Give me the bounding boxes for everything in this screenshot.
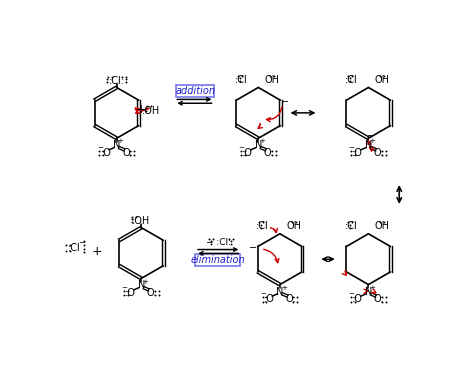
Text: :O: :O <box>100 148 111 158</box>
FancyBboxPatch shape <box>195 254 240 267</box>
Text: addition: addition <box>175 86 215 96</box>
Text: :O: :O <box>125 288 136 298</box>
Text: O:: O: <box>374 294 384 304</box>
Text: +: + <box>369 285 375 291</box>
Text: O:: O: <box>374 148 384 158</box>
Text: −: − <box>79 238 85 247</box>
Text: :OH: :OH <box>142 106 160 115</box>
Text: O:: O: <box>146 288 157 298</box>
Text: O:: O: <box>285 294 296 304</box>
Text: N: N <box>113 140 120 150</box>
Text: N: N <box>365 140 372 150</box>
Text: −: − <box>249 243 257 253</box>
Text: :Cl: :Cl <box>345 221 358 231</box>
Text: N: N <box>255 140 262 150</box>
Text: +: + <box>369 138 375 144</box>
Text: OH: OH <box>374 221 390 231</box>
Text: −: − <box>260 291 266 297</box>
Text: :O: :O <box>352 148 363 158</box>
Text: elimination: elimination <box>190 255 245 265</box>
Text: − :Cl:: − :Cl: <box>206 238 231 247</box>
Text: −: − <box>281 97 289 107</box>
Text: :O: :O <box>264 294 274 304</box>
Text: :Cl: :Cl <box>345 75 358 85</box>
Text: −: − <box>367 131 375 141</box>
Text: O:: O: <box>122 148 133 158</box>
Text: :O: :O <box>242 148 253 158</box>
Text: N: N <box>365 287 372 297</box>
Text: +: + <box>142 279 148 285</box>
Text: :Cl: :Cl <box>235 75 247 85</box>
Text: N: N <box>276 287 283 297</box>
Text: :Cl:: :Cl: <box>109 76 125 86</box>
Text: +: + <box>118 138 123 144</box>
Text: −: − <box>348 291 355 297</box>
Text: O:: O: <box>264 148 274 158</box>
Text: −: − <box>97 144 103 150</box>
FancyBboxPatch shape <box>176 85 214 97</box>
Text: OH: OH <box>264 75 280 85</box>
Text: −: − <box>121 285 128 291</box>
Text: :O: :O <box>352 294 363 304</box>
Text: :OH: :OH <box>132 216 150 226</box>
Text: OH: OH <box>286 221 301 231</box>
Text: OH: OH <box>374 75 390 85</box>
Text: :Cl: :Cl <box>256 221 269 231</box>
Text: +: + <box>136 103 146 115</box>
Text: +: + <box>259 138 265 144</box>
Text: N: N <box>137 280 145 290</box>
Text: −: − <box>348 144 355 150</box>
Text: +: + <box>92 245 103 258</box>
Text: :Cl: :Cl <box>68 243 81 253</box>
Text: +: + <box>281 285 287 291</box>
Text: −: − <box>238 144 244 150</box>
